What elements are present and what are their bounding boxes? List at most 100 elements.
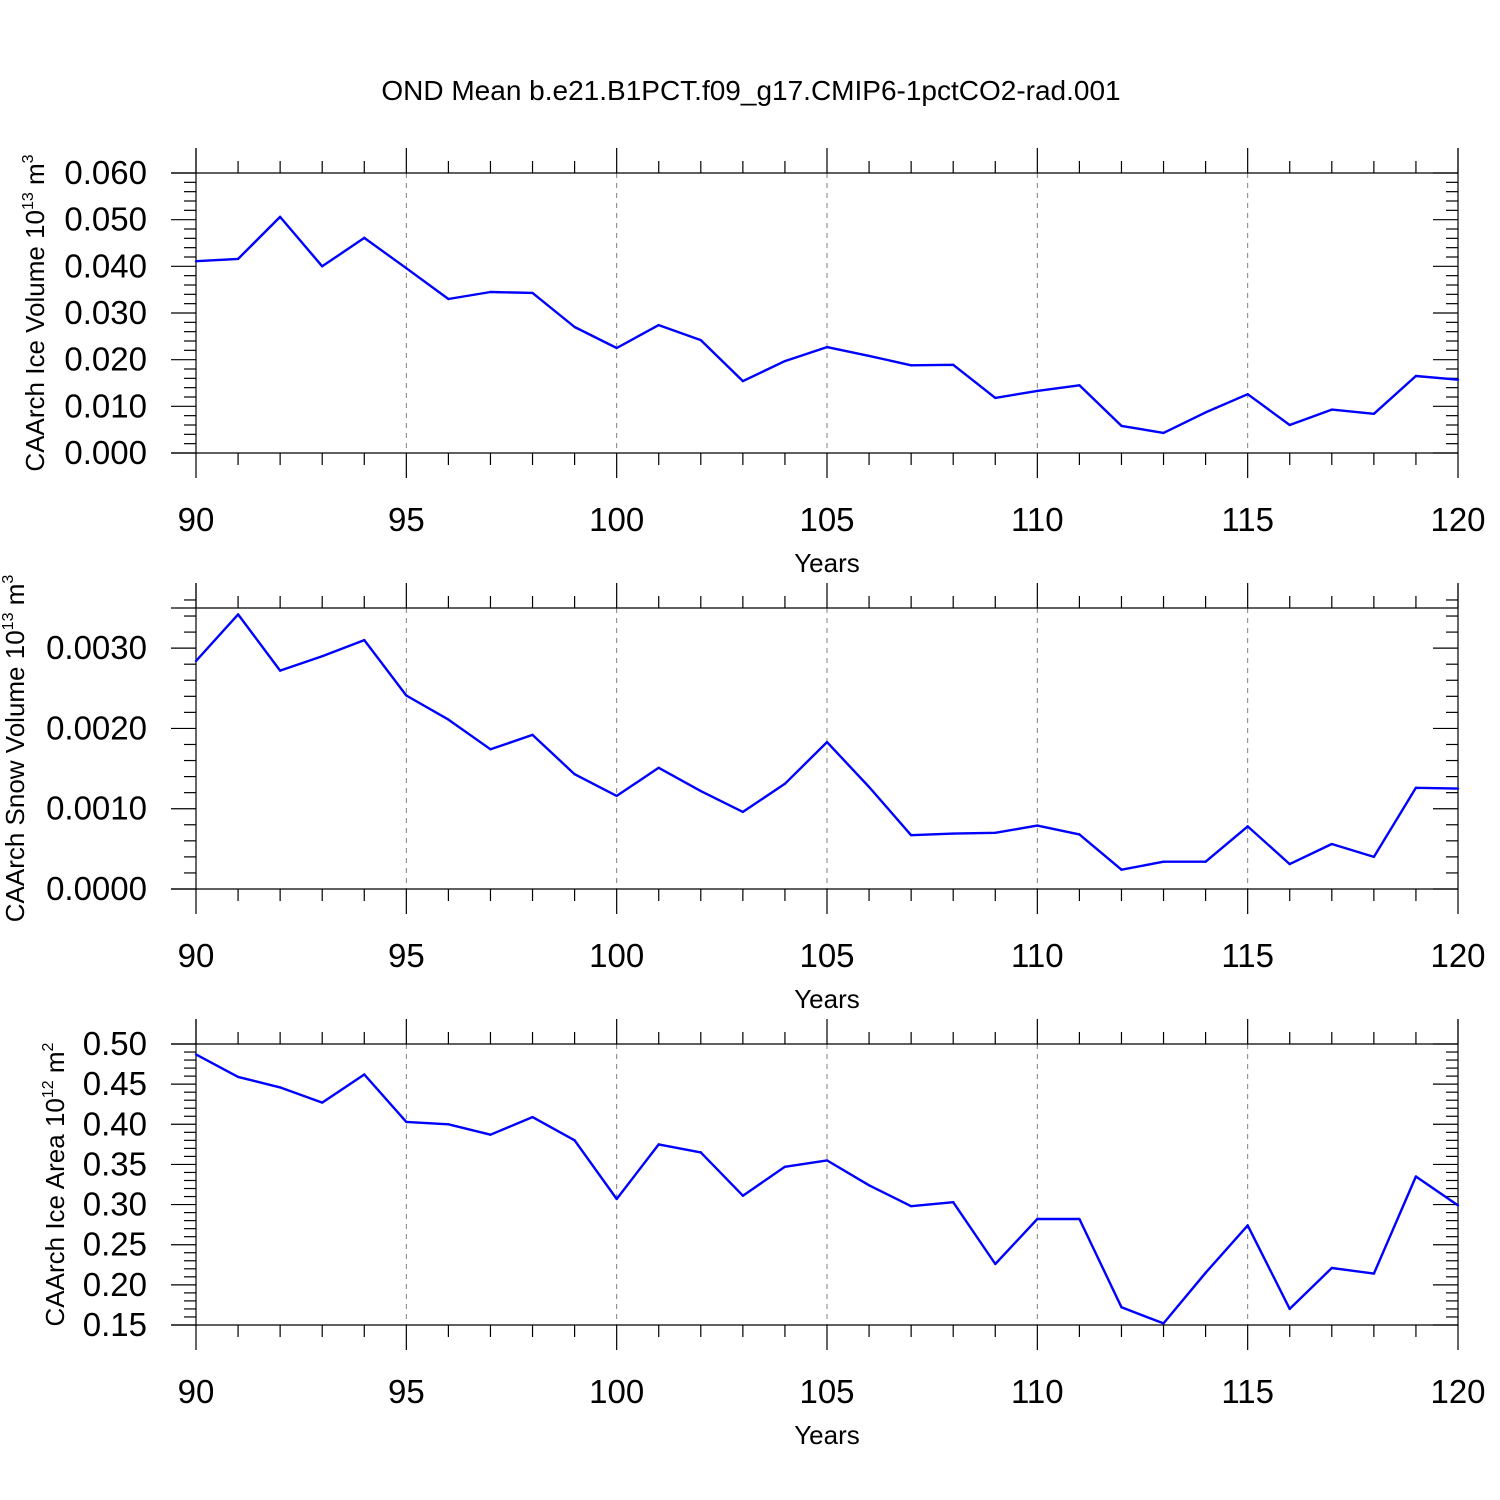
snow-volume-y-axis-title: CAArch Snow Volume 1013 m3 xyxy=(0,575,30,923)
ice-area-data-point xyxy=(1036,1217,1039,1221)
snow-volume-data-point xyxy=(1372,855,1376,859)
ice-volume-data-point xyxy=(741,379,745,383)
snow-volume-data-point xyxy=(531,733,534,737)
snow-volume-x-tick-label: 115 xyxy=(1221,937,1274,974)
snow-volume-x-tick-label: 100 xyxy=(589,937,644,974)
ice-volume-data-point xyxy=(783,359,787,363)
ice-area-data-point xyxy=(1414,1175,1418,1178)
ice-area-data-point xyxy=(867,1184,871,1187)
snow-volume-x-tick-label: 120 xyxy=(1430,937,1485,974)
ice-volume-data-point xyxy=(321,265,324,268)
ice-area-data-point xyxy=(573,1139,576,1142)
ice-area-data-point xyxy=(236,1075,240,1079)
ice-volume-data-point xyxy=(236,257,240,261)
snow-volume-data-point xyxy=(405,694,408,697)
ice-area-data-point xyxy=(1162,1322,1165,1325)
ice-volume-data-point xyxy=(909,364,913,367)
ice-area-data-point xyxy=(1288,1307,1291,1311)
ice-volume-data-point xyxy=(1120,424,1123,428)
snow-volume-data-point xyxy=(867,785,871,789)
ice-area-y-tick-label: 0.40 xyxy=(83,1105,147,1142)
ice-volume-data-point xyxy=(1372,412,1376,415)
snow-volume-data-point xyxy=(363,638,366,642)
ice-volume-y-tick-label: 0.030 xyxy=(64,294,147,331)
ice-volume-x-tick-label: 90 xyxy=(178,501,215,538)
ice-volume-data-point xyxy=(1036,389,1039,393)
ice-volume-data-point xyxy=(1078,384,1081,387)
ice-area-y-tick-label: 0.20 xyxy=(83,1266,147,1303)
ice-area-data-point xyxy=(699,1151,702,1154)
ice-area-y-tick-label: 0.30 xyxy=(83,1186,147,1223)
ice-area-panel: 0.150.200.250.30 0.350.400.450.50 90 95 100 1… xyxy=(40,1019,1486,1450)
ice-area-x-axis-title: Years xyxy=(794,1420,860,1450)
snow-volume-data-point xyxy=(615,794,618,798)
snow-volume-panel: 0.0000 0.0010 0.0020 0.0030 90 95 100 105 110 115… xyxy=(0,575,1486,1014)
ice-volume-data-point xyxy=(1330,408,1334,411)
ice-volume-y-tick-label: 0.000 xyxy=(64,434,147,471)
ice-area-x-tick-label: 100 xyxy=(589,1373,644,1410)
snow-volume-data-point xyxy=(1078,833,1081,836)
ice-volume-data-point xyxy=(405,267,408,270)
ice-volume-data-point xyxy=(278,215,282,219)
snow-volume-data-point xyxy=(1414,786,1418,790)
ice-volume-data-point xyxy=(867,354,871,358)
snow-volume-y-tick-label: 0.0000 xyxy=(46,870,147,907)
snow-volume-x-tick-label: 95 xyxy=(388,937,425,974)
ice-area-data-point xyxy=(994,1262,997,1266)
ice-volume-data-point xyxy=(952,363,955,366)
snow-volume-data-point xyxy=(1288,862,1291,866)
snow-volume-data-point xyxy=(489,748,492,751)
snow-volume-data-point xyxy=(236,613,240,616)
ice-volume-data-point xyxy=(1414,374,1418,378)
ice-area-data-point xyxy=(405,1120,408,1124)
ice-volume-data-point xyxy=(615,346,618,350)
ice-area-data-point xyxy=(952,1200,955,1204)
snow-volume-data-point xyxy=(447,718,450,721)
ice-volume-data-point xyxy=(1204,411,1207,414)
chart-title: OND Mean b.e21.B1PCT.f09_g17.CMIP6-1pctC… xyxy=(381,75,1120,106)
ice-area-y-tick-label: 0.25 xyxy=(83,1226,147,1263)
ice-area-data-point xyxy=(321,1101,324,1104)
ice-area-data-point xyxy=(1456,1204,1460,1207)
ice-area-data-point xyxy=(1372,1272,1376,1275)
ice-area-y-tick-label: 0.45 xyxy=(83,1065,147,1102)
ice-volume-data-point xyxy=(194,260,198,263)
ice-volume-x-tick-label: 115 xyxy=(1221,501,1274,538)
snow-volume-data-point xyxy=(994,831,997,834)
snow-volume-data-point xyxy=(1456,787,1460,790)
ice-volume-data-point xyxy=(363,236,366,240)
ice-area-data-point xyxy=(1204,1271,1207,1275)
ice-area-data-point xyxy=(531,1115,534,1119)
ice-area-x-tick-label: 90 xyxy=(178,1373,215,1410)
ice-volume-data-point xyxy=(699,338,702,342)
snow-volume-data-point xyxy=(1330,842,1334,846)
ice-volume-data-point xyxy=(447,297,450,301)
ice-volume-x-axis-title: Years xyxy=(794,548,860,578)
snow-volume-y-tick-label: 0.0020 xyxy=(46,709,147,746)
ice-volume-data-point xyxy=(573,325,576,329)
snow-volume-data-point xyxy=(909,834,913,837)
ice-volume-x-tick-label: 105 xyxy=(799,501,854,538)
ice-area-data-point xyxy=(278,1086,282,1089)
ice-volume-y-tick-label: 0.050 xyxy=(64,201,147,238)
ice-area-x-tick-label: 115 xyxy=(1221,1373,1274,1410)
snow-volume-data-point xyxy=(783,782,787,786)
ice-volume-data-point xyxy=(657,323,660,327)
snow-volume-data-point xyxy=(573,772,576,776)
snow-volume-data-point xyxy=(194,659,198,663)
snow-volume-data-point xyxy=(1120,868,1123,871)
snow-volume-x-axis-title: Years xyxy=(794,984,860,1014)
ice-area-y-tick-label: 0.35 xyxy=(83,1145,147,1182)
snow-volume-y-tick-label: 0.0010 xyxy=(46,790,147,827)
ice-area-x-tick-label: 95 xyxy=(388,1373,425,1410)
snow-volume-data-point xyxy=(657,766,660,769)
snow-volume-data-point xyxy=(1246,825,1249,828)
snow-volume-x-tick-label: 110 xyxy=(1011,937,1064,974)
ice-area-data-point xyxy=(1246,1224,1249,1227)
ice-area-data-point xyxy=(194,1053,198,1056)
ice-volume-y-tick-label: 0.010 xyxy=(64,387,147,424)
ice-volume-data-point xyxy=(1456,378,1460,381)
ice-area-data-point xyxy=(783,1165,787,1169)
snow-volume-data-point xyxy=(952,832,955,835)
snow-volume-x-tick-label: 105 xyxy=(799,937,854,974)
